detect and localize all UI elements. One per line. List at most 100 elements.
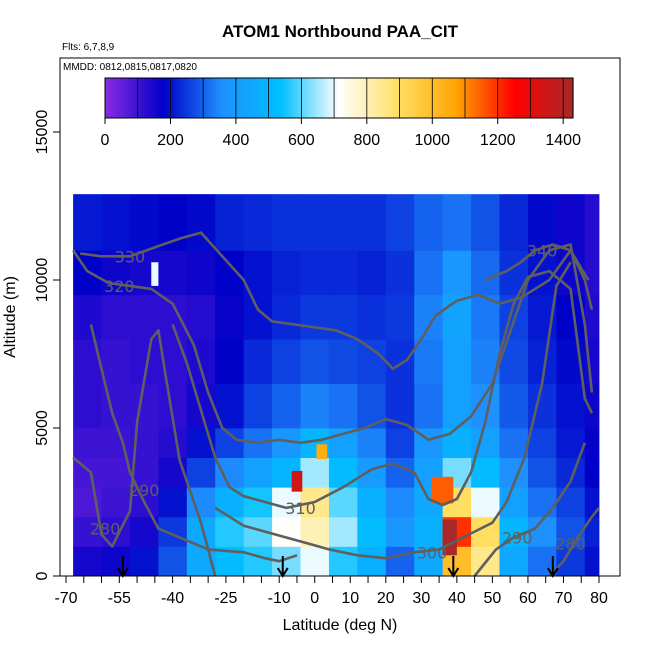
heatmap-cell	[300, 294, 330, 340]
heatmap-cell	[385, 383, 415, 429]
contour-label: 290	[129, 481, 160, 500]
colorbar-tick-label: 1200	[480, 132, 516, 149]
colorbar-segment	[134, 78, 139, 118]
colorbar-segment	[501, 78, 505, 118]
colorbar-segment	[111, 78, 116, 118]
colorbar-segment	[105, 78, 109, 118]
heatmap-cell	[357, 339, 387, 384]
colorbar-segment	[177, 78, 181, 118]
colorbar-segment	[461, 78, 466, 118]
heatmap-cell	[73, 428, 102, 458]
colorbar-segment	[209, 78, 214, 118]
colorbar-segment	[399, 78, 404, 118]
heatmap-cell	[471, 250, 500, 296]
heatmap-cell	[385, 516, 415, 547]
colorbar-segment	[546, 78, 551, 118]
heatmap-hotspot	[291, 470, 303, 492]
heatmap-cell	[272, 250, 301, 296]
colorbar-segment	[468, 78, 473, 118]
y-tick-label: 15000	[34, 110, 51, 155]
colorbar-segment	[291, 78, 296, 118]
heatmap-cell	[243, 546, 273, 577]
colorbar-segment	[262, 78, 266, 118]
heatmap-cell	[499, 339, 529, 384]
heatmap-cell	[243, 383, 273, 429]
colorbar-segment	[314, 78, 319, 118]
colorbar-segment	[543, 78, 548, 118]
heatmap-cell	[158, 428, 188, 458]
heatmap-cell	[527, 457, 557, 488]
heatmap-cell	[73, 516, 102, 547]
colorbar-segment	[363, 78, 368, 118]
colorbar-segment	[523, 78, 528, 118]
heatmap-cell	[101, 250, 131, 296]
heatmap-cell	[300, 546, 330, 577]
heatmap-cell	[584, 294, 600, 340]
heatmap-cell	[442, 339, 472, 384]
heatmap-cell	[385, 339, 415, 384]
colorbar-segment	[393, 78, 397, 118]
heatmap-cell	[328, 428, 358, 458]
colorbar-segment	[494, 78, 499, 118]
heatmap-cell	[215, 194, 245, 251]
colorbar-segment	[429, 78, 433, 118]
heatmap-cell	[215, 294, 245, 340]
colorbar-segment	[219, 78, 224, 118]
colorbar-segment	[288, 78, 293, 118]
heatmap-cell	[357, 546, 387, 577]
colorbar-segment	[131, 78, 136, 118]
colorbar-segment	[255, 78, 260, 118]
heatmap-cell	[357, 194, 387, 251]
heatmap-cell	[101, 294, 131, 340]
colorbar-segment	[383, 78, 388, 118]
heatmap-cell	[556, 194, 586, 251]
colorbar-segment	[265, 78, 270, 118]
heatmap-cell	[215, 457, 245, 488]
colorbar-segment	[170, 78, 175, 118]
colorbar-segment	[438, 78, 443, 118]
colorbar-segment	[540, 78, 545, 118]
heatmap-cell	[272, 294, 301, 340]
colorbar-tick-label: 0	[101, 132, 110, 149]
colorbar-segment	[186, 78, 191, 118]
heatmap-cell	[186, 250, 216, 296]
heatmap-cell	[328, 339, 358, 384]
heatmap-cell	[101, 487, 131, 518]
colorbar-segment	[504, 78, 509, 118]
heatmap-cell	[442, 383, 472, 429]
plot-area: 280 290 290 280 300 310 320 330 340	[72, 194, 601, 578]
contour-line	[89, 324, 298, 563]
flights-label: Flts: 6,7,8,9	[62, 42, 115, 53]
heatmap-cell	[357, 428, 387, 458]
heatmap-cell	[584, 487, 600, 518]
heatmap-cell	[442, 194, 472, 251]
colorbar-segment	[340, 78, 345, 118]
heatmap-cell	[73, 383, 102, 429]
colorbar-segment	[327, 78, 332, 118]
colorbar-segment	[556, 78, 561, 118]
colorbar-segment	[448, 78, 453, 118]
colorbar-tick-label: 800	[353, 132, 380, 149]
colorbar-segment	[268, 78, 273, 118]
colorbar-segment	[497, 78, 502, 118]
colorbar-segment	[337, 78, 342, 118]
colorbar-segment	[213, 78, 217, 118]
colorbar-segment	[533, 78, 538, 118]
x-axis-label: Latitude (deg N)	[283, 617, 398, 634]
contour-label: 280	[555, 534, 586, 553]
colorbar-segment	[510, 78, 515, 118]
legend-background	[61, 59, 231, 73]
colorbar-segment	[481, 78, 486, 118]
colorbar-segment	[514, 78, 518, 118]
colorbar-segment	[301, 78, 306, 118]
colorbar-segment	[252, 78, 257, 118]
colorbar-segment	[124, 78, 129, 118]
heatmap-hotspot	[151, 262, 159, 286]
colorbar-segment	[127, 78, 132, 118]
heatmap-cell	[471, 457, 500, 488]
colorbar-segment	[537, 78, 541, 118]
colorbar-segment	[324, 78, 329, 118]
heatmap-cell	[73, 546, 102, 577]
dates-label: MMDD: 0812,0815,0817,0820	[63, 62, 197, 73]
